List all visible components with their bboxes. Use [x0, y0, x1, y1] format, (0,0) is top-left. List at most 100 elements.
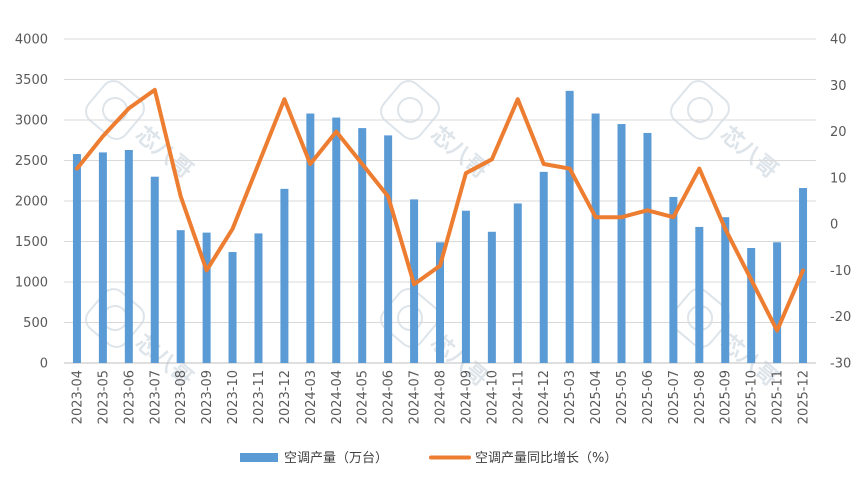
legend-bar-swatch — [240, 453, 278, 462]
watermark-text: 芯八哥 — [426, 122, 493, 184]
line-point — [517, 98, 519, 100]
left-tick-label: 1000 — [15, 276, 48, 291]
bar — [72, 154, 81, 363]
bar — [150, 176, 159, 363]
x-tick-label: 2024-07 — [408, 370, 423, 424]
bar — [461, 210, 470, 363]
bar — [695, 226, 704, 363]
x-tick-label: 2025-12 — [797, 370, 812, 424]
watermark-badge — [380, 80, 440, 140]
left-tick-label: 1500 — [15, 235, 48, 250]
x-tick-label: 2025-10 — [745, 370, 760, 424]
bar — [98, 152, 107, 363]
x-tick-label: 2025-03 — [563, 370, 578, 424]
line-point — [491, 158, 493, 160]
left-tick-label: 3500 — [15, 73, 48, 88]
line-series — [75, 87, 805, 333]
watermark-circle — [687, 305, 713, 331]
left-tick-label: 4000 — [15, 33, 48, 48]
x-tick-label: 2024-03 — [304, 370, 319, 424]
watermark-badge — [85, 80, 145, 140]
bar — [280, 188, 289, 363]
bar — [487, 231, 496, 363]
line-point — [232, 228, 234, 230]
watermark-circle — [397, 97, 423, 123]
x-tick-label: 2023-12 — [278, 370, 293, 424]
x-tick-label: 2024-06 — [382, 370, 397, 424]
bar — [773, 242, 782, 363]
bar — [617, 124, 626, 363]
bar — [228, 252, 237, 363]
bar — [254, 233, 263, 363]
watermark-circle — [397, 305, 423, 331]
bar — [176, 230, 185, 363]
left-tick-label: 500 — [23, 316, 48, 331]
x-tick-label: 2024-05 — [356, 370, 371, 424]
line-point — [465, 172, 467, 174]
x-tick-label: 2023-05 — [96, 370, 111, 424]
bar — [747, 247, 756, 363]
watermark-badge — [670, 80, 730, 140]
x-tick-label: 2025-07 — [667, 370, 682, 424]
x-tick-label: 2024-11 — [511, 370, 526, 424]
right-tick-label: -20 — [830, 310, 851, 325]
line-point — [698, 168, 700, 170]
line-point — [128, 107, 130, 109]
right-tick-label: 0 — [830, 218, 838, 233]
x-tick-label: 2025-06 — [641, 370, 656, 424]
line-point — [76, 168, 78, 170]
right-tick-label: 30 — [830, 79, 847, 94]
x-tick-label: 2023-09 — [200, 370, 215, 424]
line-point — [724, 228, 726, 230]
x-tick-label: 2025-05 — [615, 370, 630, 424]
line-point — [439, 265, 441, 267]
line-point — [646, 209, 648, 211]
bar — [539, 171, 548, 363]
x-tick-label: 2023-07 — [148, 370, 163, 424]
left-tick-label: 2500 — [15, 154, 48, 169]
line-point — [750, 279, 752, 281]
x-tick-label: 2023-08 — [174, 370, 189, 424]
bar — [436, 242, 444, 363]
line-point — [102, 135, 104, 137]
right-tick-label: -30 — [830, 357, 851, 372]
gridlines — [64, 38, 816, 364]
left-tick-label: 2000 — [15, 195, 48, 210]
line-point — [387, 195, 389, 197]
bar — [124, 149, 133, 363]
line-point — [180, 195, 182, 197]
x-tick-label: 2023-06 — [122, 370, 137, 424]
x-tick-label: 2024-09 — [459, 370, 474, 424]
right-tick-label: 10 — [830, 171, 847, 186]
line-point — [413, 283, 415, 285]
bar — [565, 90, 574, 363]
left-tick-label: 0 — [40, 357, 48, 372]
watermark-logo: 芯八哥 — [380, 80, 493, 184]
x-tick-label: 2025-04 — [589, 370, 604, 424]
line-point — [206, 269, 208, 271]
right-tick-label: 20 — [830, 125, 847, 140]
watermark-circle — [687, 97, 713, 123]
bar — [643, 132, 652, 363]
watermarks: 芯八哥芯八哥芯八哥芯八哥芯八哥芯八哥 — [85, 80, 783, 392]
x-axis: 2023-04 2023-05 2023-06 2023-07 2023-08 2023-… — [70, 370, 811, 424]
left-tick-label: 3000 — [15, 114, 48, 129]
legend: 空调产量（万台） 空调产量同比增长（%） — [240, 451, 617, 466]
line-point — [361, 163, 363, 165]
line-point — [257, 163, 259, 165]
watermark-text: 芯八哥 — [716, 122, 783, 184]
bar — [306, 113, 315, 364]
x-tick-label: 2024-10 — [485, 370, 500, 424]
bar — [721, 217, 730, 363]
left-axis: 0 500 1000 1500 2000 2500 3000 3500 4000 — [15, 33, 48, 372]
line-point — [154, 89, 156, 91]
line-point — [335, 131, 337, 133]
bar — [799, 188, 808, 363]
x-tick-label: 2024-08 — [434, 370, 449, 424]
right-tick-label: -10 — [830, 264, 851, 279]
legend-bar-label: 空调产量（万台） — [284, 451, 388, 466]
bar — [202, 232, 211, 363]
x-tick-label: 2025-08 — [693, 370, 708, 424]
line-point — [672, 216, 674, 218]
